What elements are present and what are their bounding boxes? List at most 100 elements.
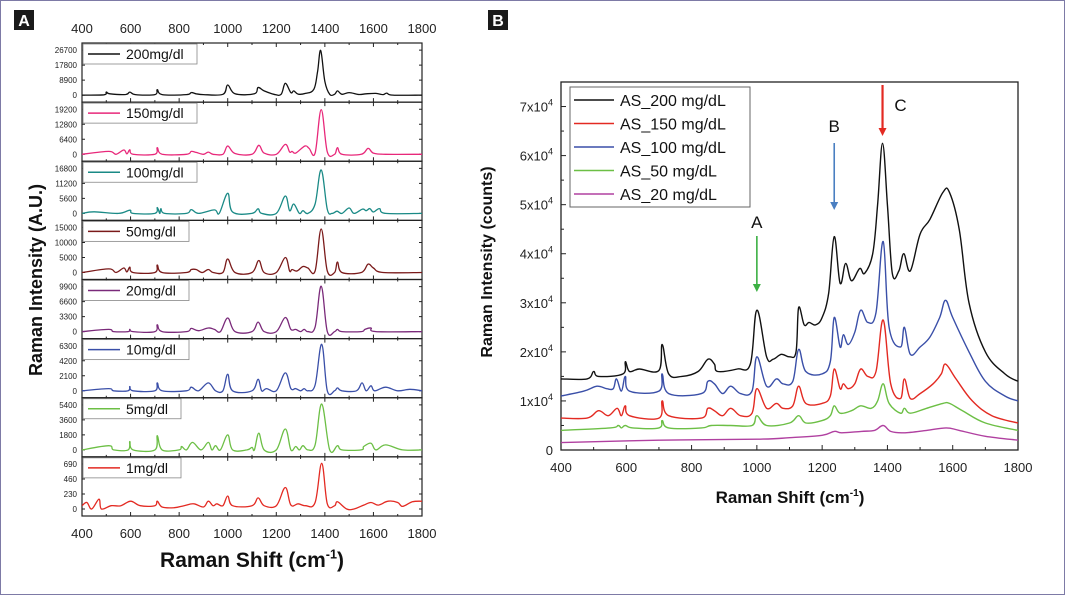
series-line-as150mgdl xyxy=(561,319,1018,424)
y-tick-label: 12800 xyxy=(55,120,78,129)
legend-label: 20mg/dl xyxy=(126,283,176,299)
y-tick-label: 5x104 xyxy=(520,196,553,213)
x-tick-label: 1400 xyxy=(310,526,339,541)
x-tick-label-top: 1000 xyxy=(213,21,242,36)
panel-b-label: B xyxy=(492,13,504,30)
y-tick-label: 2100 xyxy=(59,372,77,381)
legend-box xyxy=(82,457,182,479)
y-tick-label: 7x104 xyxy=(520,98,553,115)
xlabel-main: Raman Shift (cm xyxy=(160,549,326,572)
y-tick-label: 6300 xyxy=(59,342,77,351)
x-tick-label: 1800 xyxy=(1004,460,1033,475)
subplot-150mgdl: 0 6400 12800 19200 150mg/dl xyxy=(55,101,423,162)
panel-a-badge xyxy=(14,10,34,30)
y-tick-label: 6600 xyxy=(59,298,77,307)
series-line-as20mgdl xyxy=(561,424,1018,444)
legend-label: 50mg/dl xyxy=(126,223,176,239)
y-tick-label: 1800 xyxy=(59,431,77,440)
y-tick-exponent: 4 xyxy=(548,343,553,353)
y-tick-mantissa: 4x10 xyxy=(520,247,548,262)
legend-label: 150mg/dl xyxy=(126,105,184,121)
series-line xyxy=(82,169,422,216)
x-tick-label: 1400 xyxy=(873,460,902,475)
legend-box xyxy=(82,280,190,301)
y-tick-label: 1x104 xyxy=(520,392,553,409)
x-tick-label: 1200 xyxy=(808,460,837,475)
y-tick-label: 2x104 xyxy=(520,343,553,360)
legend-box xyxy=(82,102,198,124)
y-tick-label: 0 xyxy=(73,505,78,514)
y-tick-label: 8900 xyxy=(59,76,77,85)
series-line xyxy=(82,228,422,276)
legend-box xyxy=(82,339,190,361)
legend-label: 5mg/dl xyxy=(126,401,168,417)
legend-box xyxy=(82,161,198,183)
x-tick-label: 400 xyxy=(71,526,93,541)
y-tick-label: 0 xyxy=(73,91,78,100)
y-tick-label: 4200 xyxy=(59,357,77,366)
legend-label: 1mg/dl xyxy=(126,460,168,476)
subplot-20mgdl: 0 3300 6600 9900 20mg/dl xyxy=(59,278,423,340)
y-tick-label: 17800 xyxy=(55,61,78,70)
y-tick-label: 11200 xyxy=(55,179,77,188)
y-tick-label: 10000 xyxy=(55,239,78,248)
y-tick-mantissa: 0 xyxy=(546,443,553,458)
x-tick-label-top: 1600 xyxy=(359,21,388,36)
subplot-1mgdl: 0 230 460 690 1mg/dl xyxy=(64,456,423,517)
annotation-label: B xyxy=(829,117,840,136)
subplot-50mgdl: 0 5000 10000 15000 50mg/dl xyxy=(55,219,423,281)
series-line xyxy=(82,49,422,97)
x-tick-label-top: 600 xyxy=(120,21,142,36)
subplot-10mgdl: 0 2100 4200 6300 10mg/dl xyxy=(59,338,423,399)
y-tick-label: 230 xyxy=(64,490,78,499)
y-tick-label: 3x104 xyxy=(520,294,553,311)
x-axis-title: Raman Shift (cm-1) xyxy=(160,548,344,572)
panel-a-label: A xyxy=(18,13,30,30)
y-tick-label: 26700 xyxy=(55,46,78,55)
subplot-100mgdl: 0 5600 11200 16800 100mg/dl xyxy=(55,160,423,221)
legend-box xyxy=(82,43,198,65)
x-tick-label-top: 1400 xyxy=(310,21,339,36)
y-tick-label: 6x104 xyxy=(520,147,553,164)
y-tick-label: 5400 xyxy=(59,401,77,410)
y-tick-label: 0 xyxy=(73,446,78,455)
annotation-arrow-head xyxy=(878,128,887,136)
y-tick-label: 5000 xyxy=(59,254,77,263)
y-tick-mantissa: 6x10 xyxy=(520,149,548,164)
series-line-as200mgdl xyxy=(561,142,1018,382)
series-line xyxy=(82,285,422,336)
legend-box xyxy=(82,398,182,420)
legend-label: AS_50 mg/dL xyxy=(620,164,717,181)
x-tick-label: 800 xyxy=(681,460,703,475)
xlabel-end: ) xyxy=(337,549,344,572)
annotation-arrow-head xyxy=(752,284,761,292)
panel-a: 400 400 600 600 800 800 1000 1000 1200 1200 1400 14… xyxy=(26,21,436,541)
legend-label: AS_150 mg/dL xyxy=(620,117,726,134)
y-tick-exponent: 4 xyxy=(548,294,553,304)
x-tick-label: 1800 xyxy=(408,526,437,541)
x-tick-label: 600 xyxy=(120,526,142,541)
y-tick-label: 9900 xyxy=(59,283,77,292)
legend-label: 100mg/dl xyxy=(126,164,184,180)
y-tick-label: 5600 xyxy=(59,194,77,203)
y-tick-label: 0 xyxy=(546,443,553,458)
series-line xyxy=(82,403,422,454)
panel-b-badge xyxy=(488,10,508,30)
x-tick-label: 600 xyxy=(615,460,637,475)
y-tick-label: 0 xyxy=(73,150,78,159)
xlabel-main: Raman Shift (cm xyxy=(716,488,850,507)
y-tick-mantissa: 7x10 xyxy=(520,100,548,115)
y-tick-mantissa: 2x10 xyxy=(520,345,548,360)
x-tick-label: 1600 xyxy=(359,526,388,541)
y-tick-label: 0 xyxy=(73,209,78,218)
x-tick-label: 1600 xyxy=(938,460,967,475)
xlabel-superscript: -1 xyxy=(850,488,859,499)
y-tick-label: 19200 xyxy=(55,105,78,114)
y-tick-exponent: 4 xyxy=(548,196,553,206)
x-tick-label-top: 400 xyxy=(71,21,93,36)
legend-label: AS_100 mg/dL xyxy=(620,140,726,157)
x-tick-label: 1200 xyxy=(262,526,291,541)
y-axis-title: Raman Intensity (counts) xyxy=(479,166,496,357)
y-tick-label: 0 xyxy=(73,269,78,278)
